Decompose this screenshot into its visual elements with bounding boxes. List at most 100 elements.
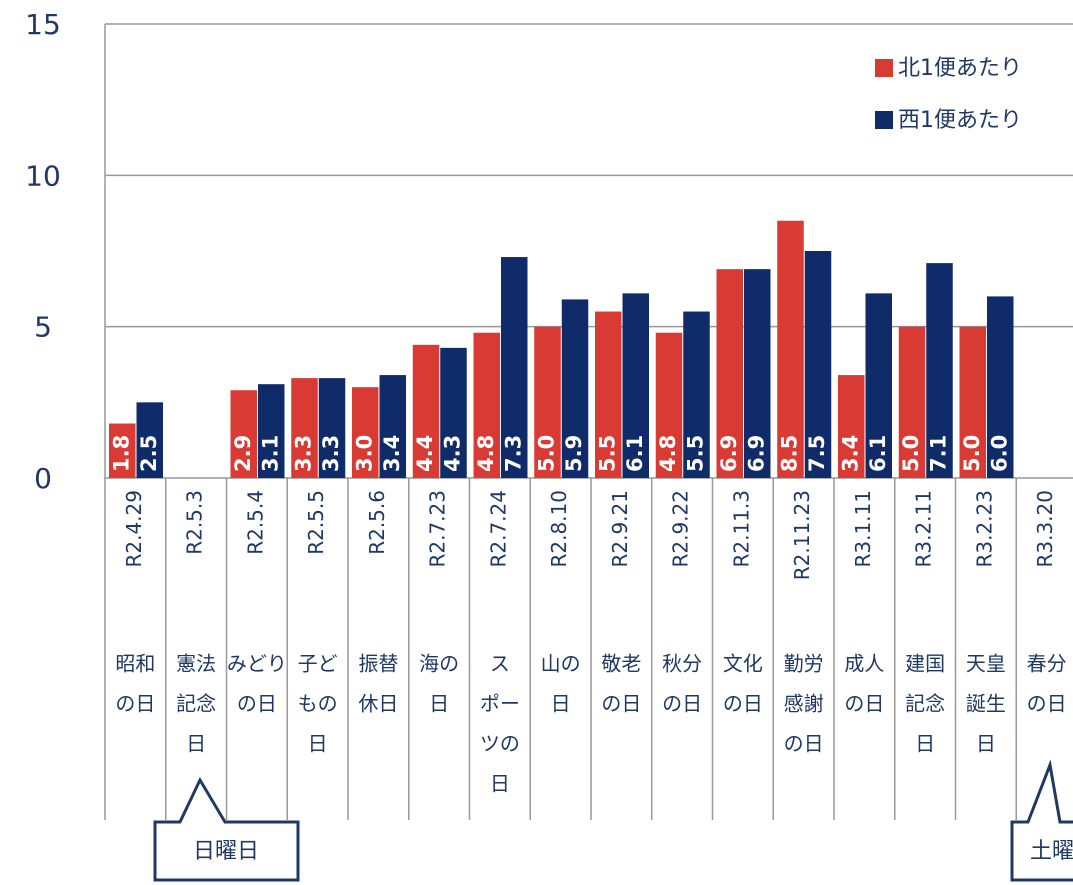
x-tick-label: R2.11.23 (790, 490, 814, 580)
value-label: 5.9 (562, 435, 586, 472)
bar (838, 375, 865, 478)
value-label: 2.9 (231, 435, 255, 472)
holiday-label: 文化 (723, 652, 763, 676)
value-label: 5.0 (535, 435, 559, 472)
legend-label: 西1便あたり (898, 108, 1022, 133)
x-tick-label: R2.9.21 (608, 490, 632, 568)
value-label: 6.9 (744, 435, 768, 472)
bar (595, 311, 622, 478)
holiday-label: 日 (915, 732, 935, 756)
value-label: 4.4 (413, 435, 437, 472)
value-label: 3.4 (380, 435, 404, 472)
x-tick-label: R2.9.22 (669, 490, 693, 568)
value-label: 7.5 (805, 435, 829, 472)
holiday-label: の日 (784, 732, 824, 756)
legend-swatch (875, 59, 893, 77)
y-tick-label: 0 (34, 462, 52, 495)
value-label: 3.0 (352, 435, 376, 472)
holiday-label: 山の (541, 652, 581, 676)
holiday-label: 敬老 (601, 652, 641, 676)
holiday-label: 日 (429, 692, 449, 716)
value-label: 6.9 (717, 435, 741, 472)
holiday-label: の日 (723, 692, 763, 716)
holiday-label: 建国 (905, 652, 945, 676)
holiday-label: みどり (227, 652, 287, 676)
x-tick-label: R2.8.10 (547, 490, 571, 568)
value-label: 4.8 (474, 435, 498, 472)
holiday-label: 春分 (1027, 652, 1067, 676)
bar (804, 251, 832, 478)
holiday-label: 子ど (298, 652, 338, 676)
value-label: 6.1 (866, 435, 890, 472)
holiday-label: 日 (490, 772, 510, 796)
value-label: 2.5 (137, 435, 161, 472)
bar (987, 296, 1014, 478)
value-label: 6.1 (623, 435, 647, 472)
holiday-label: 休日 (358, 692, 398, 716)
holiday-label: 日 (551, 692, 571, 716)
x-tick-label: R2.4.29 (122, 490, 146, 568)
value-label: 3.3 (292, 435, 316, 472)
bar (865, 293, 892, 478)
bar (501, 257, 528, 478)
value-label: 4.3 (441, 435, 465, 472)
holiday-label: 日 (186, 732, 206, 756)
value-label: 5.5 (595, 435, 619, 472)
bar (109, 423, 136, 478)
holiday-label: 秋分 (662, 652, 702, 676)
holiday-label: の日 (662, 692, 702, 716)
callout-text: 日曜日 (193, 839, 259, 864)
holiday-label: ツの (480, 732, 520, 756)
holiday-label: 誕生 (966, 692, 1006, 716)
legend-swatch (875, 111, 893, 129)
holiday-label: ス (490, 652, 510, 676)
holiday-label: 海の (419, 652, 459, 676)
holiday-label: 勤労 (784, 652, 824, 676)
x-tick-label: R2.11.3 (729, 490, 753, 568)
y-tick-label: 5 (34, 311, 52, 344)
x-tick-label: R2.5.5 (304, 490, 328, 555)
callout-text: 土曜 (1030, 839, 1073, 864)
x-tick-label: R2.5.6 (365, 490, 389, 555)
holiday-label: 昭和 (115, 652, 155, 676)
bar (136, 402, 163, 478)
bar (959, 326, 986, 478)
value-label: 4.8 (656, 435, 680, 472)
bar (561, 299, 589, 478)
bar (473, 332, 500, 478)
bar (683, 311, 710, 478)
holiday-label: 感謝 (784, 692, 824, 716)
bar (622, 293, 649, 478)
holiday-label: の日 (1027, 692, 1067, 716)
x-tick-label: R3.2.23 (972, 490, 996, 568)
value-label: 3.3 (319, 435, 343, 472)
x-tick-label: R2.7.23 (426, 490, 450, 568)
holiday-label: の日 (601, 692, 641, 716)
holiday-label: の日 (115, 692, 155, 716)
holiday-label: もの (298, 692, 338, 716)
holiday-label: 振替 (358, 652, 398, 676)
callout-box (153, 776, 300, 882)
callout-box (1010, 759, 1073, 882)
holiday-label: 天皇 (966, 652, 1006, 676)
bar (655, 332, 683, 478)
bar (534, 326, 561, 478)
bar (744, 269, 771, 478)
x-tick-label: R3.1.11 (851, 490, 875, 568)
legend-label: 北1便あたり (898, 56, 1022, 81)
x-tick-label: R3.3.20 (1033, 490, 1057, 568)
bar (352, 387, 379, 478)
value-label: 6.0 (987, 435, 1011, 472)
holiday-label: 憲法 (176, 652, 216, 676)
holiday-label: 日 (976, 732, 996, 756)
bar (291, 378, 318, 478)
holiday-label: 日 (308, 732, 328, 756)
bar (716, 269, 743, 478)
value-label: 5.0 (960, 435, 984, 472)
bar (440, 347, 467, 478)
bar (412, 344, 440, 478)
bar (926, 263, 953, 478)
holiday-label: ポー (480, 692, 520, 716)
bar (258, 384, 285, 478)
